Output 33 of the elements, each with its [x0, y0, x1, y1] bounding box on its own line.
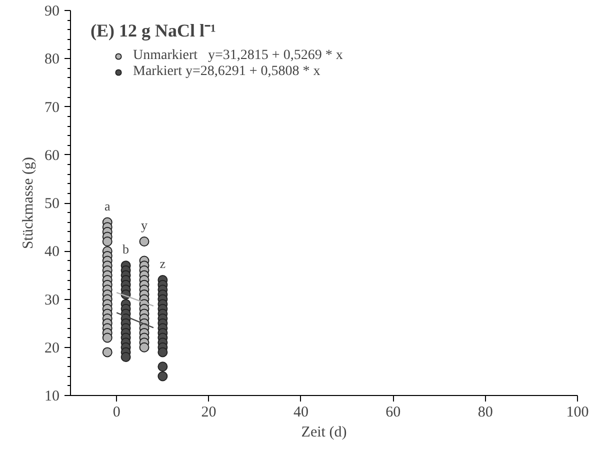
point	[139, 342, 150, 352]
x-tick-label: 80	[478, 404, 493, 420]
y-tick-label: 70	[44, 100, 60, 116]
y-tick-label: 50	[44, 196, 60, 212]
y-tick-label: 90	[44, 4, 60, 20]
annotation: a	[104, 198, 110, 214]
y-axis-title: Stückmasse (g)	[20, 156, 36, 250]
y-tick-label: 10	[44, 388, 60, 404]
x-axis-title: Zeit (d)	[301, 424, 347, 440]
point	[102, 236, 112, 246]
point	[158, 362, 168, 372]
y-tick-label: 40	[44, 244, 60, 260]
x-tick-label: 40	[293, 404, 308, 420]
annotation: b	[122, 242, 130, 257]
y-tick-label: 80	[44, 52, 60, 68]
point	[139, 236, 150, 246]
annotation: z	[160, 256, 166, 271]
point	[102, 347, 112, 358]
point	[158, 347, 168, 358]
y-tick-label: 60	[44, 148, 60, 164]
point	[158, 371, 168, 382]
y-tick-label: 30	[44, 292, 60, 308]
x-tick-label: 20	[201, 404, 216, 420]
annotation: y	[140, 218, 148, 232]
x-tick-label: 60	[386, 404, 401, 420]
legend-label: Unmarkiert y=31,2815 + 0,5269 * x	[133, 48, 343, 64]
legend-label: Markiert y=28,6291 + 0,5808 * x	[133, 64, 320, 80]
x-tick-label: 100	[566, 404, 589, 420]
x-tick-label: 0	[112, 404, 120, 420]
point	[102, 332, 112, 343]
y-tick-label: 20	[44, 340, 60, 356]
text: (E) 12 g NaCl l⁻¹	[90, 20, 216, 40]
point	[120, 352, 131, 362]
